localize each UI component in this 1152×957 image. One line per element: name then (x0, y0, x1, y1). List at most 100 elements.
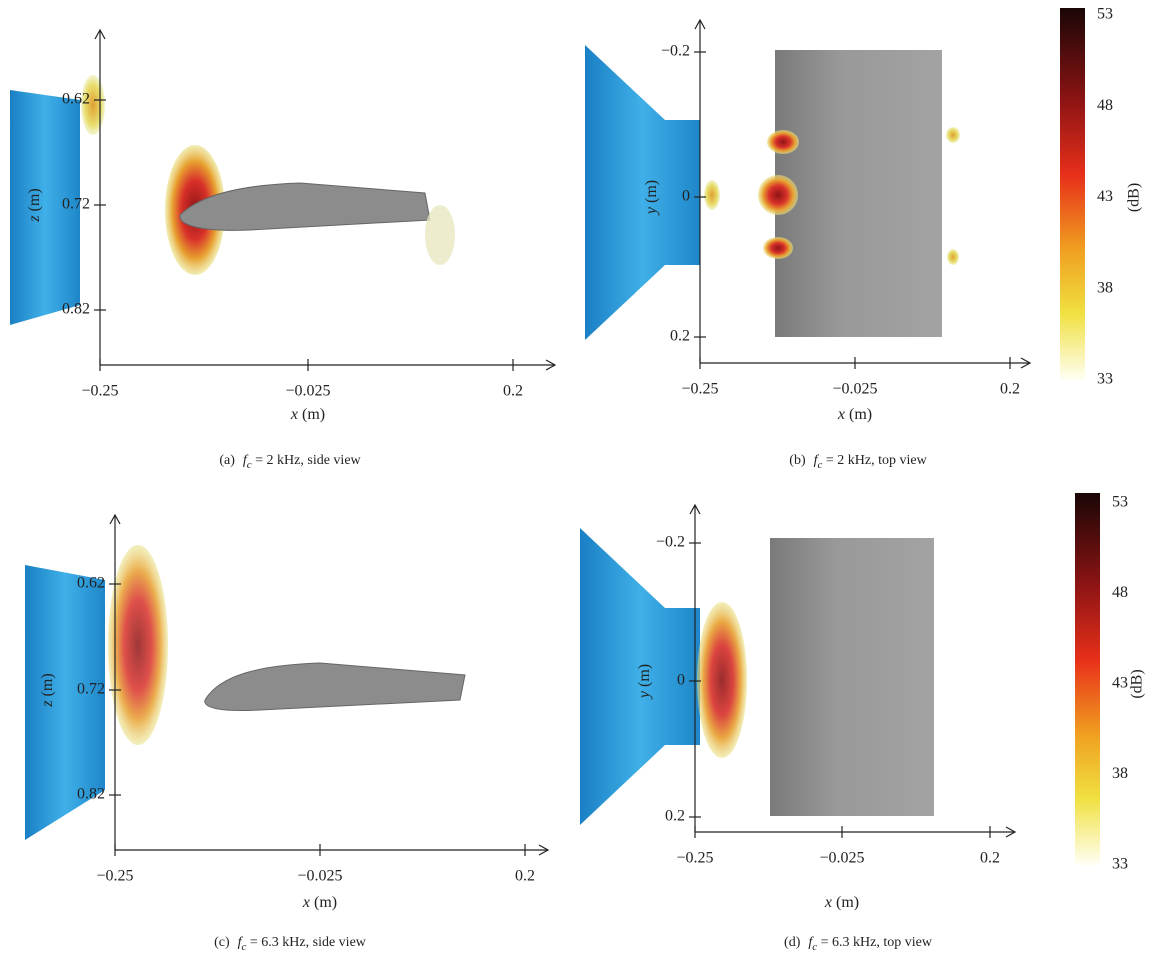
x-tick-label: −0.25 (676, 850, 713, 867)
colorbar-tick-label: 48 (1097, 97, 1113, 114)
axis-variable: x (837, 406, 845, 423)
nozzle (585, 45, 700, 340)
caption-subscript: c (818, 459, 823, 471)
axis-unit: (m) (39, 673, 56, 700)
caption-subscript: c (247, 459, 252, 471)
x-tick-label: −0.25 (681, 381, 718, 398)
x-tick-label: 0.2 (515, 868, 535, 885)
caption: (b) fc = 2 kHz, top view (789, 453, 927, 470)
nozzle (10, 90, 80, 325)
y-axis-label: z (m) (39, 673, 56, 707)
artwork (10, 8, 1100, 865)
source-blob (108, 545, 168, 745)
y-tick-label: 0.82 (77, 786, 105, 803)
caption-text: = 6.3 kHz, top view (817, 935, 933, 950)
y-tick-label: 0 (682, 188, 690, 205)
colorbar (1075, 493, 1100, 865)
colorbar-label: (dB) (1129, 669, 1146, 698)
axis-variable: z (26, 215, 43, 223)
y-tick-label: 0.72 (77, 681, 105, 698)
colorbar-tick-label: 38 (1112, 765, 1128, 782)
colorbar-label: (dB) (1126, 183, 1143, 212)
y-tick-label: 0 (677, 672, 685, 689)
airfoil (204, 662, 466, 711)
axis-unit: (m) (636, 664, 653, 691)
y-tick-label: −0.2 (656, 534, 685, 551)
axis-variable: x (824, 894, 832, 911)
source-blob (763, 237, 793, 259)
colorbar-tick-label: 33 (1112, 856, 1128, 873)
colorbar-tick-label: 43 (1112, 675, 1128, 692)
axis-unit: (m) (832, 894, 859, 911)
x-tick-label: −0.025 (285, 383, 330, 400)
axis-variable: x (302, 894, 310, 911)
plate (775, 50, 942, 337)
x-tick-label: 0.2 (980, 850, 1000, 867)
nozzle (580, 528, 700, 825)
axis-variable: y (643, 206, 660, 216)
y-tick-label: 0.72 (62, 196, 90, 213)
axis-unit: (m) (298, 406, 325, 423)
x-axis-label: x (m) (290, 406, 325, 423)
y-tick-label: 0.2 (670, 328, 690, 345)
axis-unit: (m) (310, 894, 337, 911)
source-blob (767, 130, 799, 154)
y-tick-label: −0.2 (661, 43, 690, 60)
colorbar (1060, 8, 1085, 380)
x-tick-label: −0.25 (96, 868, 133, 885)
caption-subscript: c (812, 941, 817, 953)
x-axis-label: x (m) (837, 406, 872, 423)
axis-variable: x (290, 406, 298, 423)
y-tick-label: 0.82 (62, 301, 90, 318)
source-blob (946, 127, 960, 143)
x-axis-label: x (m) (824, 894, 859, 911)
caption-symbol: f (814, 453, 820, 468)
y-axis-label: y (m) (643, 180, 660, 216)
colorbar-tick-label: 48 (1112, 584, 1128, 601)
axis-variable: y (636, 690, 653, 700)
caption-text: = 2 kHz, side view (252, 453, 362, 468)
y-axis-label: z (m) (26, 188, 43, 222)
source-blob (947, 249, 959, 265)
axis-unit: (m) (26, 188, 43, 215)
colorbar-tick-label: 38 (1097, 279, 1113, 296)
airfoil (179, 182, 431, 231)
caption: (d) fc = 6.3 kHz, top view (784, 935, 933, 952)
colorbar-tick-label: 53 (1097, 6, 1113, 23)
source-blob (697, 602, 747, 758)
x-tick-label: 0.2 (503, 383, 523, 400)
caption-label: (b) (789, 453, 806, 468)
x-tick-label: −0.025 (819, 850, 864, 867)
colorbar-tick-label: 33 (1097, 371, 1113, 388)
axis-variable: z (39, 700, 56, 708)
caption-label: (a) (219, 453, 235, 468)
y-tick-label: 0.2 (665, 808, 685, 825)
colorbar-tick-label: 53 (1112, 494, 1128, 511)
x-tick-label: 0.2 (1000, 381, 1020, 398)
colorbar-tick-label: 43 (1097, 188, 1113, 205)
x-tick-label: −0.025 (297, 868, 342, 885)
source-blob (81, 75, 105, 135)
y-axis-label: y (m) (636, 664, 653, 700)
y-tick-label: 0.62 (62, 91, 90, 108)
caption-text: = 2 kHz, top view (822, 453, 927, 468)
axis-unit: (m) (845, 406, 872, 423)
caption: (c) fc = 6.3 kHz, side view (214, 935, 367, 952)
caption-symbol: f (243, 453, 249, 468)
caption-label: (c) (214, 935, 230, 950)
plate (770, 538, 934, 816)
source-blob (704, 180, 720, 210)
axis-unit: (m) (643, 180, 660, 207)
caption-label: (d) (784, 935, 801, 950)
x-tick-label: −0.025 (832, 381, 877, 398)
source-blob (758, 175, 798, 215)
y-tick-label: 0.62 (77, 575, 105, 592)
caption-text: = 6.3 kHz, side view (246, 935, 366, 950)
nozzle (25, 565, 105, 840)
x-tick-label: −0.25 (81, 383, 118, 400)
source-blob (425, 205, 455, 265)
caption-symbol: f (808, 935, 814, 950)
caption: (a) fc = 2 kHz, side view (219, 453, 361, 470)
x-axis-label: x (m) (302, 894, 337, 911)
